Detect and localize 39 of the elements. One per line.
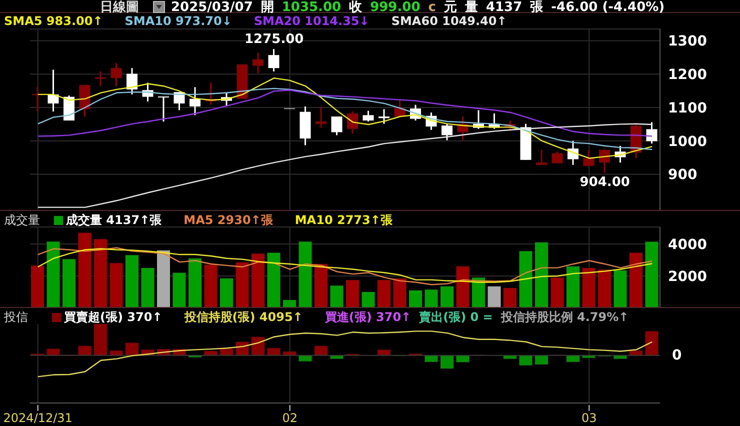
annotation: 投信持股比例 4.79%↑ [500, 309, 629, 326]
chart-title: 投信 [4, 309, 28, 326]
text: 2025/03/07 [171, 0, 253, 14]
series-label: 投信持股(張) 4095↑ [184, 309, 303, 326]
text: 4137 [486, 0, 522, 14]
y-tick-label: 900 [668, 167, 698, 184]
text: MA5 2930↑張 [184, 212, 273, 229]
text: 999.00 [370, 0, 420, 14]
x-tick-label: 2024/12/31 [3, 411, 72, 425]
text: 量 [464, 0, 478, 16]
text: 元 [444, 0, 457, 16]
legend-label: 買賣超(張) 370↑ [63, 309, 162, 326]
text: 開 [260, 0, 274, 16]
text: 張 [530, 0, 544, 16]
text: SMA60 1049.40↑ [391, 14, 507, 28]
chart-title: 日線圖 [100, 0, 139, 16]
text: 收 [349, 0, 362, 16]
text: SMA20 1014.35↓ [254, 14, 370, 28]
annotation: 1275.00 [244, 32, 305, 48]
y-tick-label: 1300 [668, 34, 708, 50]
text: SMA5 983.00↑ [4, 14, 103, 28]
y-tick-label: 1100 [668, 100, 708, 116]
chart-title: 成交量 [4, 212, 40, 229]
annotation: 賣出(張) 0 = [419, 309, 493, 326]
ref-line-label: 0 [672, 347, 682, 364]
y-tick-label: 1000 [668, 134, 708, 150]
annotation: 買進(張) 370↑ [324, 309, 412, 326]
text: SMA10 973.70↓ [124, 14, 232, 28]
y-tick-label: 1200 [668, 67, 708, 84]
y-tick-label: 2000 [668, 268, 708, 285]
y-tick-label: 4000 [668, 236, 708, 253]
text: MA10 2773↑張 [294, 212, 392, 229]
text: -46.00 (-4.40%) [551, 0, 665, 14]
legend-label: 成交量 4137↑張 [65, 212, 162, 229]
text: c [428, 0, 436, 14]
annotation: 904.00 [578, 174, 631, 190]
x-tick-label: 02 [282, 411, 298, 425]
text: 1035.00 [282, 0, 342, 14]
x-tick-label: 03 [581, 411, 597, 425]
